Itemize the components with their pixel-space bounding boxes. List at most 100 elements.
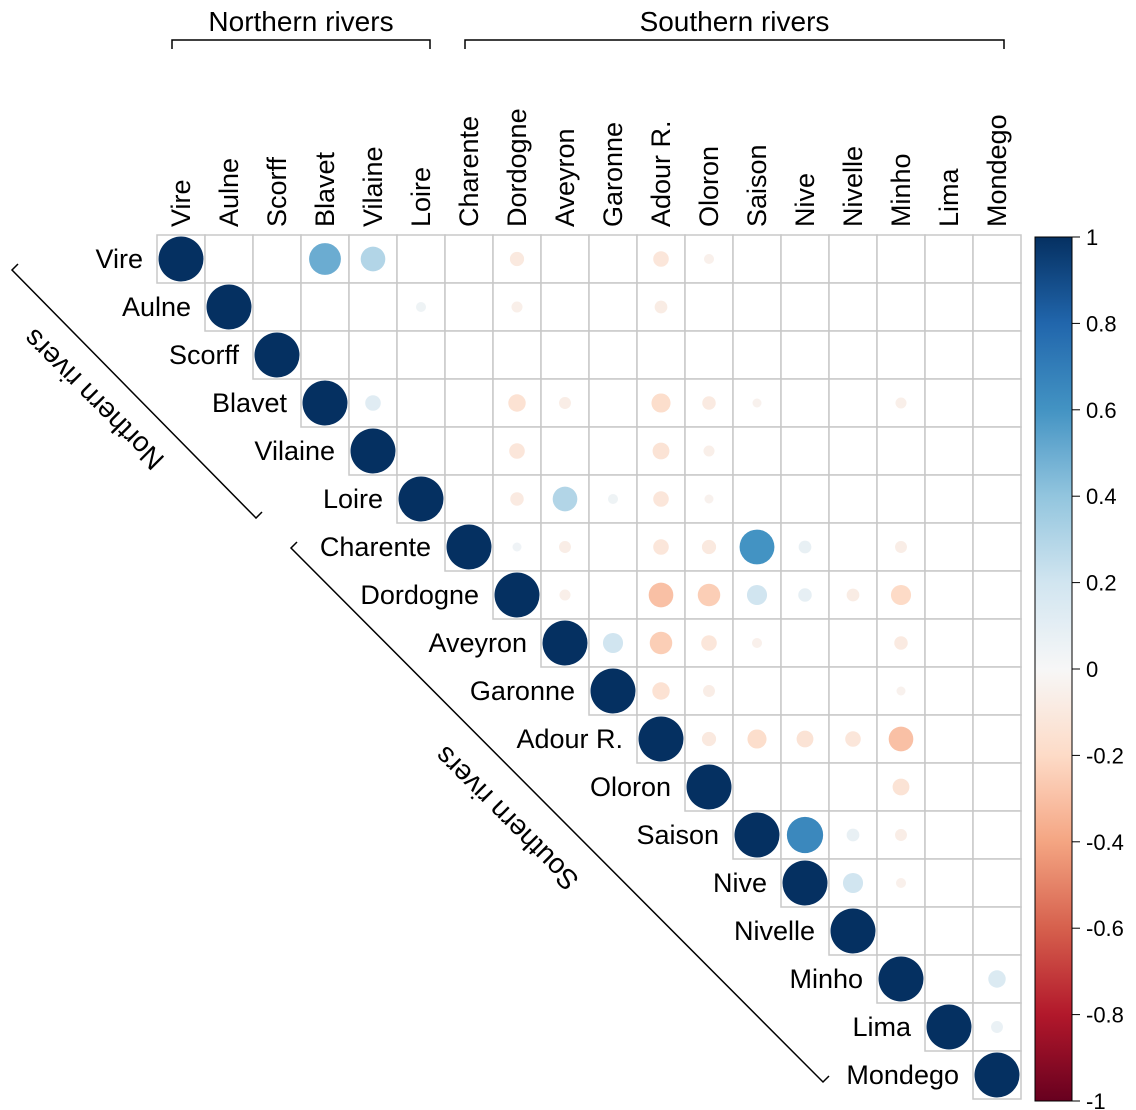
circle-blavet-saison	[752, 398, 762, 408]
cell-nive-lima	[924, 858, 974, 908]
row-labels: Vire Aulne Scorff Blavet Vilaine Loire Charent…	[95, 244, 959, 1090]
circle-dordogne-adour-r	[648, 582, 674, 608]
cell-adour-r-mondego	[972, 714, 1022, 764]
col-label-mondego: Mondego	[982, 114, 1012, 227]
cell-oloron-lima	[924, 762, 974, 812]
circle-dordogne-aveyron	[559, 589, 571, 601]
cell-dordogne-garonne	[588, 570, 638, 620]
cell-vire-aulne	[204, 234, 254, 284]
circle-minho-minho	[878, 956, 924, 1002]
circle-blavet-dordogne	[508, 394, 526, 412]
circle-dordogne-minho	[890, 584, 912, 606]
circle-blavet-adour-r	[651, 393, 671, 413]
cell-vilaine-lima	[924, 426, 974, 476]
cell-scorff-mondego	[972, 330, 1022, 380]
circle-adour-r-saison	[747, 729, 767, 749]
col-label-dordogne: Dordogne	[502, 108, 532, 227]
col-label-nive: Nive	[790, 173, 820, 227]
circle-nivelle-nivelle	[830, 908, 876, 954]
cell-blavet-loire	[396, 378, 446, 428]
colorbar-gradient	[1034, 236, 1073, 1102]
row-label-blavet: Blavet	[212, 388, 288, 418]
row-label-scorff: Scorff	[169, 340, 240, 370]
row-label-vilaine: Vilaine	[254, 436, 335, 466]
cell-aveyron-nivelle	[828, 618, 878, 668]
cell-loire-nivelle	[828, 474, 878, 524]
circle-vilaine-adour-r	[652, 442, 670, 460]
cell-saison-lima	[924, 810, 974, 860]
cell-nivelle-mondego	[972, 906, 1022, 956]
circle-dordogne-dordogne	[494, 572, 540, 618]
cell-vilaine-aveyron	[540, 426, 590, 476]
circle-lima-mondego	[991, 1021, 1003, 1033]
row-label-garonne: Garonne	[470, 676, 575, 706]
circle-nive-minho	[895, 877, 907, 889]
circle-charente-saison	[739, 529, 775, 565]
circle-aveyron-oloron	[701, 635, 717, 651]
col-label-oloron: Oloron	[694, 146, 724, 227]
col-label-lima: Lima	[934, 167, 964, 227]
circle-nive-nivelle	[842, 872, 864, 894]
circle-vire-oloron	[703, 253, 715, 265]
colorbar-tick-label-0-4: -0.4	[1086, 830, 1124, 855]
circle-vire-blavet	[309, 243, 341, 275]
colorbar-tick-label-1: -1	[1086, 1089, 1106, 1110]
circle-charente-aveyron	[559, 541, 571, 553]
cell-nivelle-lima	[924, 906, 974, 956]
cell-oloron-saison	[732, 762, 782, 812]
row-label-loire: Loire	[323, 484, 383, 514]
cell-scorff-minho	[876, 330, 926, 380]
circle-aveyron-adour-r	[649, 631, 673, 655]
cell-grid	[156, 234, 1022, 1100]
row-label-nive: Nive	[713, 868, 767, 898]
cell-nive-mondego	[972, 858, 1022, 908]
circle-saison-minho	[895, 829, 907, 841]
cell-oloron-nive	[780, 762, 830, 812]
cell-loire-mondego	[972, 474, 1022, 524]
col-label-aveyron: Aveyron	[550, 128, 580, 227]
circle-dordogne-oloron	[697, 583, 721, 607]
cell-scorff-nive	[780, 330, 830, 380]
circle-dordogne-nivelle	[846, 588, 860, 602]
cell-scorff-nivelle	[828, 330, 878, 380]
circle-minho-mondego	[988, 970, 1006, 988]
cell-charente-mondego	[972, 522, 1022, 572]
colorbar-tick-label-1: 1	[1086, 225, 1098, 250]
circle-loire-dordogne	[510, 492, 524, 506]
col-label-saison: Saison	[742, 144, 772, 227]
row-label-oloron: Oloron	[590, 772, 671, 802]
diag-bracket-northern-rivers	[10, 263, 263, 520]
cell-aveyron-mondego	[972, 618, 1022, 668]
circle-charente-adour-r	[653, 539, 669, 555]
colorbar-tick-label-0-8: 0.8	[1086, 311, 1117, 336]
circle-vilaine-oloron	[703, 445, 715, 457]
circle-charente-minho	[895, 541, 907, 553]
top-bracket-label-northern-rivers: Northern rivers	[208, 6, 393, 37]
circle-blavet-blavet	[302, 380, 348, 426]
cell-aulne-scorff	[252, 282, 302, 332]
cell-charente-garonne	[588, 522, 638, 572]
circle-garonne-oloron	[703, 685, 715, 697]
circle-garonne-minho	[896, 686, 906, 696]
cell-charente-lima	[924, 522, 974, 572]
cell-garonne-lima	[924, 666, 974, 716]
cell-vilaine-nivelle	[828, 426, 878, 476]
col-label-loire: Loire	[406, 167, 436, 227]
col-label-aulne: Aulne	[214, 158, 244, 227]
row-label-nivelle: Nivelle	[734, 916, 815, 946]
cell-scorff-loire	[396, 330, 446, 380]
cell-vire-nive	[780, 234, 830, 284]
col-label-garonne: Garonne	[598, 122, 628, 227]
cell-vilaine-garonne	[588, 426, 638, 476]
col-label-charente: Charente	[454, 116, 484, 227]
cell-blavet-charente	[444, 378, 494, 428]
circle-dordogne-saison	[746, 584, 768, 606]
circle-loire-oloron	[704, 494, 714, 504]
colorbar-tick-label-0-6: -0.6	[1086, 916, 1124, 941]
colorbar: 1 0.8 0.6 0.4 0.2 0 -0.2 -0.4 -0.6 -0.8 -1	[1034, 225, 1124, 1110]
cell-vire-charente	[444, 234, 494, 284]
circle-blavet-minho	[895, 397, 907, 409]
colorbar-tick-label-0-8: -0.8	[1086, 1003, 1124, 1028]
cell-vilaine-mondego	[972, 426, 1022, 476]
circle-aulne-loire	[415, 301, 427, 313]
